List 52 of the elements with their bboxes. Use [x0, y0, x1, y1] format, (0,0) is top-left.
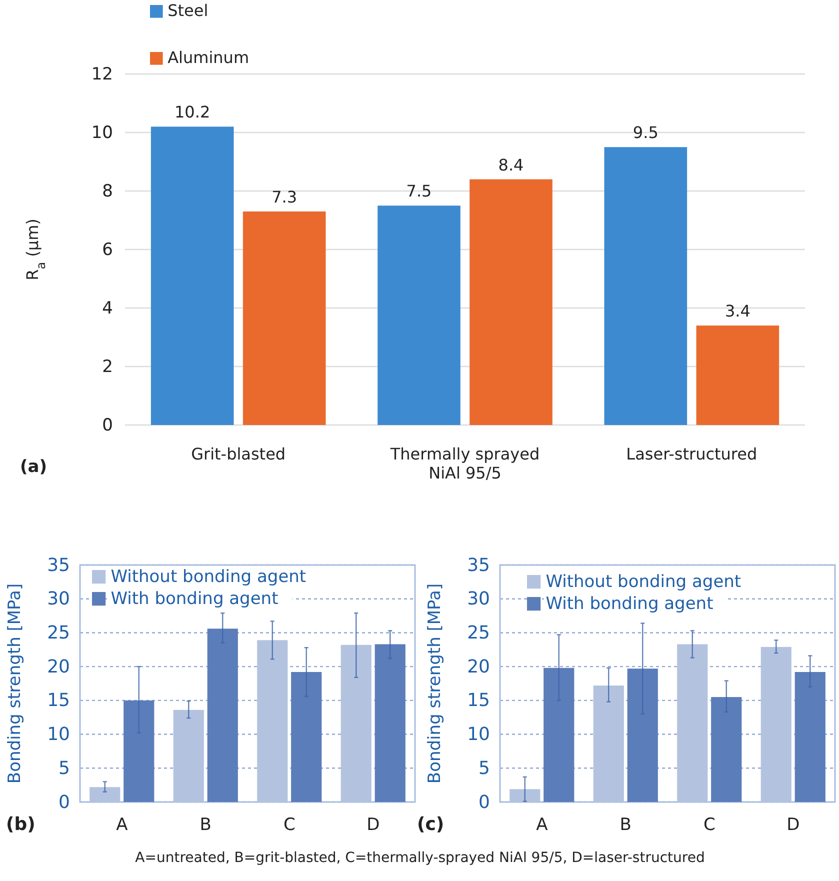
- data-label: 9.5: [632, 123, 658, 142]
- x-tick-label: C: [283, 815, 296, 836]
- y-tick-label: 35: [467, 554, 490, 576]
- y-tick-label: 2: [102, 356, 113, 377]
- x-tick-label: D: [786, 815, 800, 836]
- y-tick-label: 20: [467, 656, 490, 678]
- x-tick-label: Thermally sprayed NiAl 95/5: [389, 444, 540, 483]
- data-label: 3.4: [724, 302, 750, 321]
- x-tick-label: A: [536, 815, 548, 836]
- y-tick-label: 12: [91, 64, 113, 84]
- text: (b): [6, 814, 36, 835]
- y-tick-label: 0: [58, 792, 70, 813]
- y-tick-label: 15: [467, 690, 490, 712]
- legend-label: Steel: [168, 1, 208, 20]
- x-tick-label: B: [200, 815, 212, 836]
- x-tick-label: A: [116, 815, 128, 836]
- y-tick-label: 0: [102, 415, 113, 436]
- text: (a): [20, 457, 48, 477]
- text: A=untreated, B=grit-blasted, C=thermally-sprayed NiAl 95/5, D=laser-structured: [135, 850, 705, 866]
- y-tick-label: 10: [91, 122, 113, 143]
- x-tick-label: Grit-blasted: [191, 444, 286, 464]
- y-tick-label: 8: [102, 181, 113, 202]
- data-label: 7.3: [272, 187, 298, 206]
- y-tick-label: 0: [478, 792, 490, 813]
- y-tick-label: 5: [478, 758, 490, 779]
- y-tick-label: 6: [102, 240, 113, 260]
- x-tick-label: Laser-structured: [626, 444, 758, 464]
- y-axis-title: Bonding strength [MPa]: [5, 583, 25, 784]
- data-label: 10.2: [174, 102, 210, 122]
- y-tick-label: 4: [102, 298, 113, 318]
- y-tick-label: 10: [467, 724, 490, 746]
- y-tick-label: 25: [467, 622, 490, 644]
- x-tick-label: D: [366, 815, 380, 836]
- y-tick-label: 30: [47, 588, 70, 610]
- legend-label: With bonding agent: [110, 589, 279, 609]
- legend-label: With bonding agent: [546, 594, 714, 614]
- x-tick-label: B: [620, 815, 632, 836]
- data-label: 7.5: [406, 182, 432, 201]
- y-tick-label: 10: [47, 724, 70, 746]
- y-axis-title: Bonding strength [MPa]: [425, 583, 445, 784]
- y-tick-label: 30: [467, 588, 490, 610]
- text: (c): [417, 814, 444, 835]
- legend-label: Aluminum: [168, 48, 250, 67]
- legend-label: Without bonding agent: [110, 567, 306, 587]
- y-tick-label: 25: [47, 622, 70, 644]
- y-tick-label: 35: [47, 554, 70, 576]
- y-tick-label: 15: [47, 690, 70, 712]
- x-tick-label: C: [703, 815, 716, 836]
- legend-label: Without bonding agent: [546, 572, 742, 592]
- y-tick-label: 5: [58, 758, 70, 779]
- y-tick-label: 20: [47, 656, 70, 678]
- data-label: 8.4: [498, 155, 524, 174]
